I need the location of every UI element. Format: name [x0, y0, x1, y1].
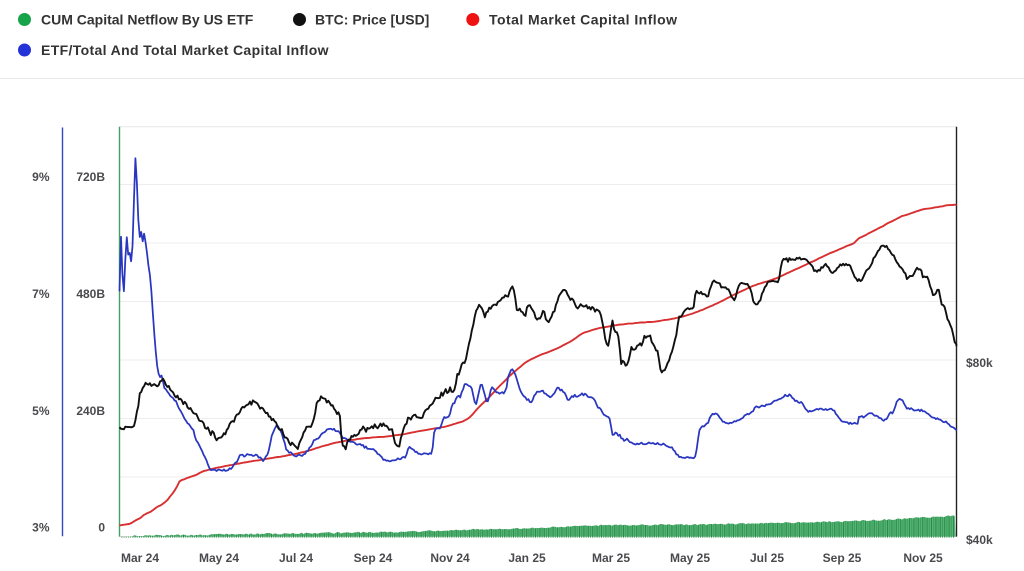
svg-text:3%: 3% — [32, 521, 50, 535]
svg-text:Mar 24: Mar 24 — [121, 551, 159, 565]
svg-text:Jul 25: Jul 25 — [750, 551, 784, 565]
svg-text:Sep 25: Sep 25 — [823, 551, 862, 565]
svg-text:5%: 5% — [32, 404, 50, 418]
svg-text:May 25: May 25 — [670, 551, 710, 565]
svg-text:$40k: $40k — [966, 533, 993, 547]
svg-text:0: 0 — [98, 521, 105, 535]
svg-text:480B: 480B — [76, 287, 105, 301]
svg-text:Total Market Capital Inflow: Total Market Capital Inflow — [489, 12, 677, 28]
svg-text:240B: 240B — [76, 404, 105, 418]
svg-text:CUM Capital Netflow By US ETF: CUM Capital Netflow By US ETF — [41, 12, 254, 28]
svg-text:ETF/Total And Total Market Cap: ETF/Total And Total Market Capital Inflo… — [41, 42, 329, 58]
svg-text:Nov 24: Nov 24 — [430, 551, 470, 565]
svg-text:Nov 25: Nov 25 — [903, 551, 943, 565]
svg-text:$80k: $80k — [966, 356, 993, 370]
svg-text:Sep 24: Sep 24 — [354, 551, 393, 565]
svg-text:9%: 9% — [32, 170, 50, 184]
svg-text:720B: 720B — [76, 170, 105, 184]
svg-text:Jul 24: Jul 24 — [279, 551, 313, 565]
svg-text:7%: 7% — [32, 287, 50, 301]
svg-text:BTC: Price [USD]: BTC: Price [USD] — [315, 12, 429, 28]
svg-text:Mar 25: Mar 25 — [592, 551, 630, 565]
svg-text:Jan 25: Jan 25 — [508, 551, 546, 565]
svg-text:May 24: May 24 — [199, 551, 239, 565]
